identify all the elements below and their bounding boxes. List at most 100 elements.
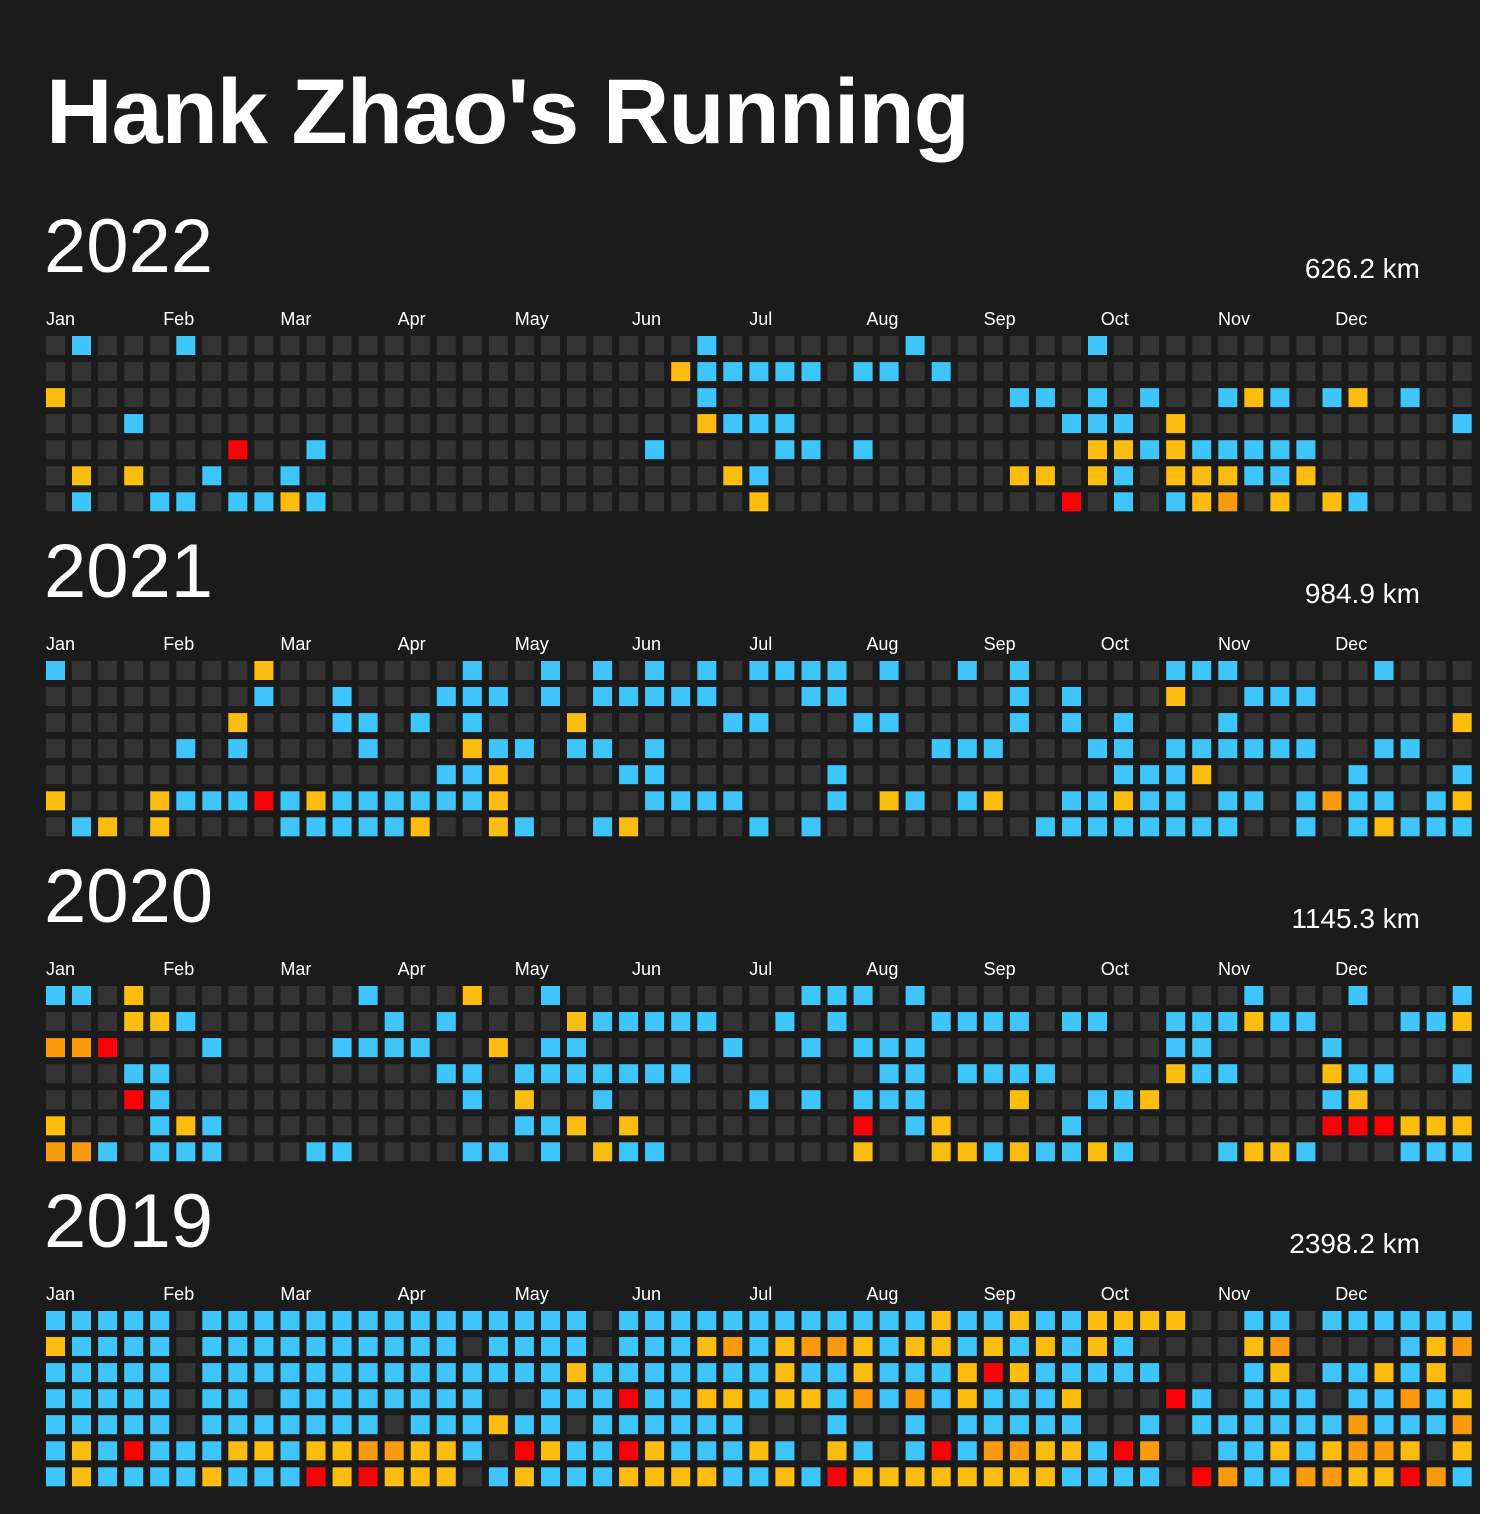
day-cell: [488, 791, 508, 811]
day-cell: [176, 1142, 196, 1162]
day-cell: [98, 440, 118, 460]
day-cell: [827, 739, 847, 759]
day-cell: [124, 1116, 144, 1136]
day-cell: [645, 362, 665, 382]
day-cell: [280, 986, 300, 1005]
day-cell: [228, 1116, 248, 1136]
day-cell: [1322, 362, 1342, 382]
day-cell: [1322, 1142, 1342, 1162]
day-cell: [931, 1012, 951, 1031]
day-cell: [619, 362, 639, 382]
day-cell: [645, 440, 665, 460]
day-cell: [879, 791, 899, 811]
day-cell: [801, 492, 821, 512]
day-cell: [98, 1090, 118, 1110]
day-cell: [1348, 1467, 1368, 1487]
day-cell: [775, 1363, 795, 1383]
day-cell: [957, 687, 977, 706]
day-cell: [567, 661, 586, 680]
day-cell: [697, 1363, 717, 1383]
day-cell: [150, 1064, 170, 1084]
day-cell: [1244, 440, 1264, 460]
day-cell: [462, 1467, 482, 1487]
day-cell: [723, 466, 743, 486]
day-cell: [541, 362, 560, 382]
day-cell: [671, 765, 691, 785]
day-cell: [827, 1142, 847, 1162]
year-total-distance: 626.2 km: [1305, 253, 1420, 284]
day-cell: [1400, 466, 1420, 486]
day-cell: [619, 1389, 639, 1409]
day-cell: [1140, 492, 1160, 512]
day-cell: [1009, 687, 1029, 706]
day-cell: [1374, 492, 1394, 512]
day-cell: [1270, 739, 1290, 759]
day-cell: [72, 1038, 91, 1058]
day-cell: [384, 1064, 404, 1084]
day-cell: [488, 1116, 508, 1136]
day-cell: [1270, 1012, 1290, 1031]
day-cell: [124, 1389, 144, 1409]
day-cell: [697, 1415, 717, 1435]
day-cell: [46, 362, 65, 382]
day-cell: [671, 336, 691, 355]
day-cell: [1140, 1441, 1160, 1461]
day-cell: [619, 1415, 639, 1435]
day-cell: [202, 1441, 222, 1461]
day-cell: [306, 1116, 326, 1136]
day-cell: [1088, 388, 1107, 408]
day-cell: [124, 817, 144, 837]
day-cell: [228, 414, 248, 434]
day-cell: [879, 1038, 899, 1058]
day-cell: [150, 1389, 170, 1409]
day-cell: [853, 1441, 873, 1461]
day-cell: [280, 1116, 300, 1136]
day-cell: [645, 817, 665, 837]
day-cell: [332, 817, 352, 837]
day-cell: [1140, 414, 1160, 434]
day-cell: [983, 466, 1003, 486]
day-cell: [280, 1415, 300, 1435]
day-cell: [436, 1012, 456, 1031]
day-cell: [1114, 661, 1133, 680]
day-cell: [905, 1012, 925, 1031]
day-cell: [1192, 1441, 1212, 1461]
day-cell: [1400, 739, 1420, 759]
day-cell: [176, 1363, 196, 1383]
day-cell: [1009, 492, 1029, 512]
day-cell: [1452, 1337, 1472, 1356]
day-cell: [1374, 362, 1394, 382]
day-cell: [124, 388, 144, 408]
day-cell: [1348, 1363, 1368, 1383]
day-cell: [254, 1441, 274, 1461]
day-cell: [176, 765, 196, 785]
day-cell: [1114, 713, 1133, 733]
day-cell: [176, 388, 196, 408]
day-cell: [983, 1363, 1003, 1383]
day-cell: [1192, 1337, 1212, 1356]
day-cell: [905, 1389, 925, 1409]
day-cell: [202, 1142, 222, 1162]
day-cell: [254, 1363, 274, 1383]
day-cell: [645, 986, 665, 1005]
day-cell: [306, 414, 326, 434]
day-cell: [723, 1142, 743, 1162]
day-cell: [697, 1038, 717, 1058]
day-cell: [332, 362, 352, 382]
day-cell: [410, 817, 430, 837]
day-cell: [1426, 713, 1446, 733]
day-cell: [1062, 817, 1081, 837]
day-cell: [671, 713, 691, 733]
day-cell: [879, 986, 899, 1005]
day-cell: [1009, 1337, 1029, 1356]
day-cell: [827, 1064, 847, 1084]
day-cell: [410, 713, 430, 733]
day-cell: [1009, 362, 1029, 382]
day-cell: [1088, 661, 1107, 680]
day-cell: [280, 362, 300, 382]
day-cell: [671, 414, 691, 434]
day-cell: [1062, 440, 1081, 460]
day-cell: [1322, 817, 1342, 837]
day-cell: [228, 440, 248, 460]
day-cell: [410, 1363, 430, 1383]
